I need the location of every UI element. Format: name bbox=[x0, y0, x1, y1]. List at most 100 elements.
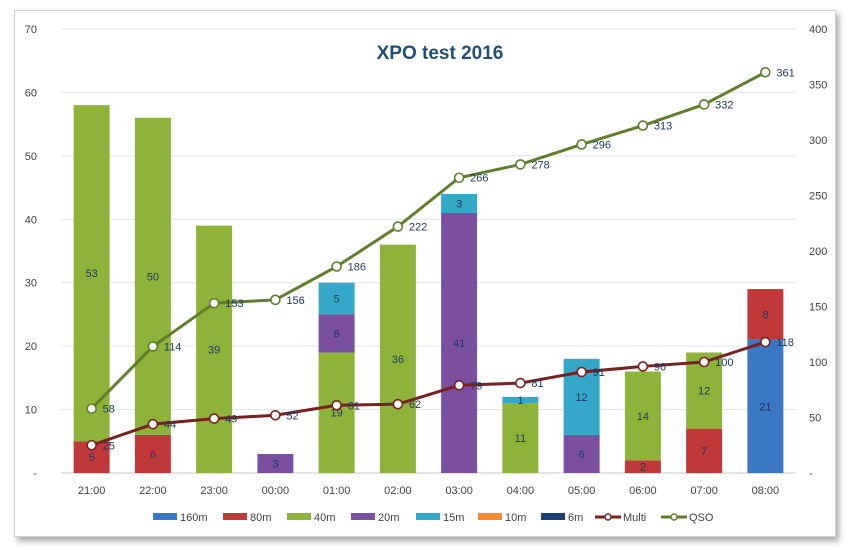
y-left-tick-label: - bbox=[33, 468, 37, 480]
bar-data-label: 1 bbox=[517, 395, 523, 407]
bars bbox=[73, 105, 784, 473]
line-data-label: 61 bbox=[348, 400, 360, 412]
legend-swatch-160m bbox=[153, 513, 177, 520]
legend-label: Multi bbox=[623, 512, 646, 524]
x-tick-label: 01:00 bbox=[323, 485, 351, 497]
legend-swatch-20m bbox=[351, 513, 375, 520]
y-right-tick-label: 300 bbox=[809, 135, 827, 147]
point-QSO bbox=[392, 221, 404, 232]
bar-80m bbox=[624, 460, 661, 473]
legend-marker-QSO bbox=[670, 513, 678, 521]
bar-80m bbox=[686, 428, 723, 473]
point-Multi bbox=[637, 361, 649, 372]
bar-data-label: 6 bbox=[150, 449, 156, 461]
x-tick-label: 21:00 bbox=[78, 485, 106, 497]
legend-label: 10m bbox=[505, 512, 526, 524]
bar-data-label: 3 bbox=[272, 458, 278, 470]
line-data-label: 153 bbox=[225, 298, 243, 310]
line-data-label: 266 bbox=[470, 173, 488, 185]
x-tick-label: 05:00 bbox=[568, 485, 596, 497]
line-data-label: 25 bbox=[103, 440, 115, 452]
point-Multi bbox=[515, 377, 526, 389]
line-data-label: 186 bbox=[348, 262, 366, 274]
bar-15m bbox=[441, 193, 478, 213]
bar-15m bbox=[502, 396, 539, 404]
point-Multi bbox=[208, 413, 220, 424]
point-QSO bbox=[270, 294, 281, 306]
point-Multi bbox=[86, 439, 97, 451]
legend-label: 80m bbox=[250, 512, 271, 524]
line-data-label: 62 bbox=[409, 399, 421, 411]
bar-data-label: 6 bbox=[579, 449, 585, 461]
point-QSO bbox=[86, 403, 97, 414]
point-Multi bbox=[270, 409, 281, 421]
legend-label: 20m bbox=[378, 512, 399, 524]
bar-data-label: 19 bbox=[331, 408, 343, 420]
line-data-label: 296 bbox=[593, 139, 611, 151]
line-data-label: 52 bbox=[286, 410, 298, 422]
point-Multi bbox=[576, 366, 587, 378]
bar-data-label: 2 bbox=[640, 462, 646, 474]
legend-swatch-6m bbox=[541, 513, 565, 520]
bar-data-label: 3 bbox=[456, 198, 462, 210]
point-QSO bbox=[698, 99, 710, 110]
chart-frame: -10 20 30 40 50 60 70-50 100 150 200 250 300 350 400 2… bbox=[14, 10, 836, 537]
legend-label: 160m bbox=[180, 512, 208, 524]
bar-80m bbox=[134, 434, 171, 473]
bar-20m bbox=[257, 453, 294, 473]
line-data-label: 313 bbox=[654, 121, 672, 133]
y-left-tick-label: 40 bbox=[25, 214, 37, 226]
bar-data-label: 11 bbox=[515, 433, 526, 445]
line-data-label: 222 bbox=[409, 222, 427, 234]
line-QSO bbox=[90, 70, 767, 410]
y-right-tick-label: - bbox=[809, 468, 813, 480]
point-QSO bbox=[576, 139, 587, 150]
line-data-label: 332 bbox=[715, 99, 733, 111]
legend-label: 15m bbox=[443, 512, 464, 524]
x-tick-label: 22:00 bbox=[139, 485, 167, 497]
line-data-label: 58 bbox=[103, 404, 115, 416]
bar-data-label: 6 bbox=[334, 328, 340, 340]
bar-data-label: 50 bbox=[147, 271, 159, 283]
bar-20m bbox=[318, 314, 355, 353]
bar-data-label: 14 bbox=[637, 411, 649, 423]
chart-svg: -10203040506070-501001502002503003504002… bbox=[25, 24, 828, 524]
line-data-label: 114 bbox=[164, 341, 182, 353]
bar-40m bbox=[624, 371, 661, 461]
y-left-tick-label: 70 bbox=[25, 24, 37, 36]
bar-data-label: 41 bbox=[453, 338, 465, 350]
legend-label: QSO bbox=[689, 512, 714, 524]
y-right-tick-label: 200 bbox=[809, 246, 827, 258]
x-tick-label: 07:00 bbox=[690, 485, 718, 497]
line-data-label: 100 bbox=[715, 357, 733, 369]
line-data-label: 96 bbox=[654, 361, 666, 373]
y-left-tick-label: 30 bbox=[25, 278, 37, 290]
bar-80m bbox=[747, 289, 784, 340]
bar-data-label: 36 bbox=[392, 354, 404, 366]
point-QSO bbox=[515, 159, 526, 170]
line-data-label: 118 bbox=[776, 337, 794, 349]
bar-40m bbox=[502, 403, 539, 473]
line-data-label: 156 bbox=[286, 295, 304, 307]
line-data-label: 81 bbox=[531, 378, 543, 390]
point-QSO bbox=[453, 172, 465, 184]
x-tick-label: 00:00 bbox=[262, 485, 290, 497]
point-QSO bbox=[208, 297, 220, 309]
x-tick-label: 02:00 bbox=[384, 485, 412, 497]
point-Multi bbox=[760, 336, 771, 348]
bar-40m bbox=[73, 105, 110, 442]
line-data-label: 278 bbox=[531, 159, 549, 171]
y-left-tick-label: 50 bbox=[25, 151, 37, 163]
bar-160m bbox=[747, 339, 784, 473]
y-right-tick-label: 50 bbox=[809, 413, 821, 425]
bar-data-label: 39 bbox=[208, 344, 220, 356]
y-right-tick-label: 150 bbox=[809, 302, 827, 314]
point-QSO bbox=[331, 261, 342, 272]
x-tick-label: 23:00 bbox=[200, 485, 228, 497]
point-Multi bbox=[453, 380, 465, 391]
x-tick-label: 03:00 bbox=[445, 485, 473, 497]
bar-data-label: 5 bbox=[89, 452, 95, 464]
y-right-tick-label: 100 bbox=[809, 357, 827, 369]
